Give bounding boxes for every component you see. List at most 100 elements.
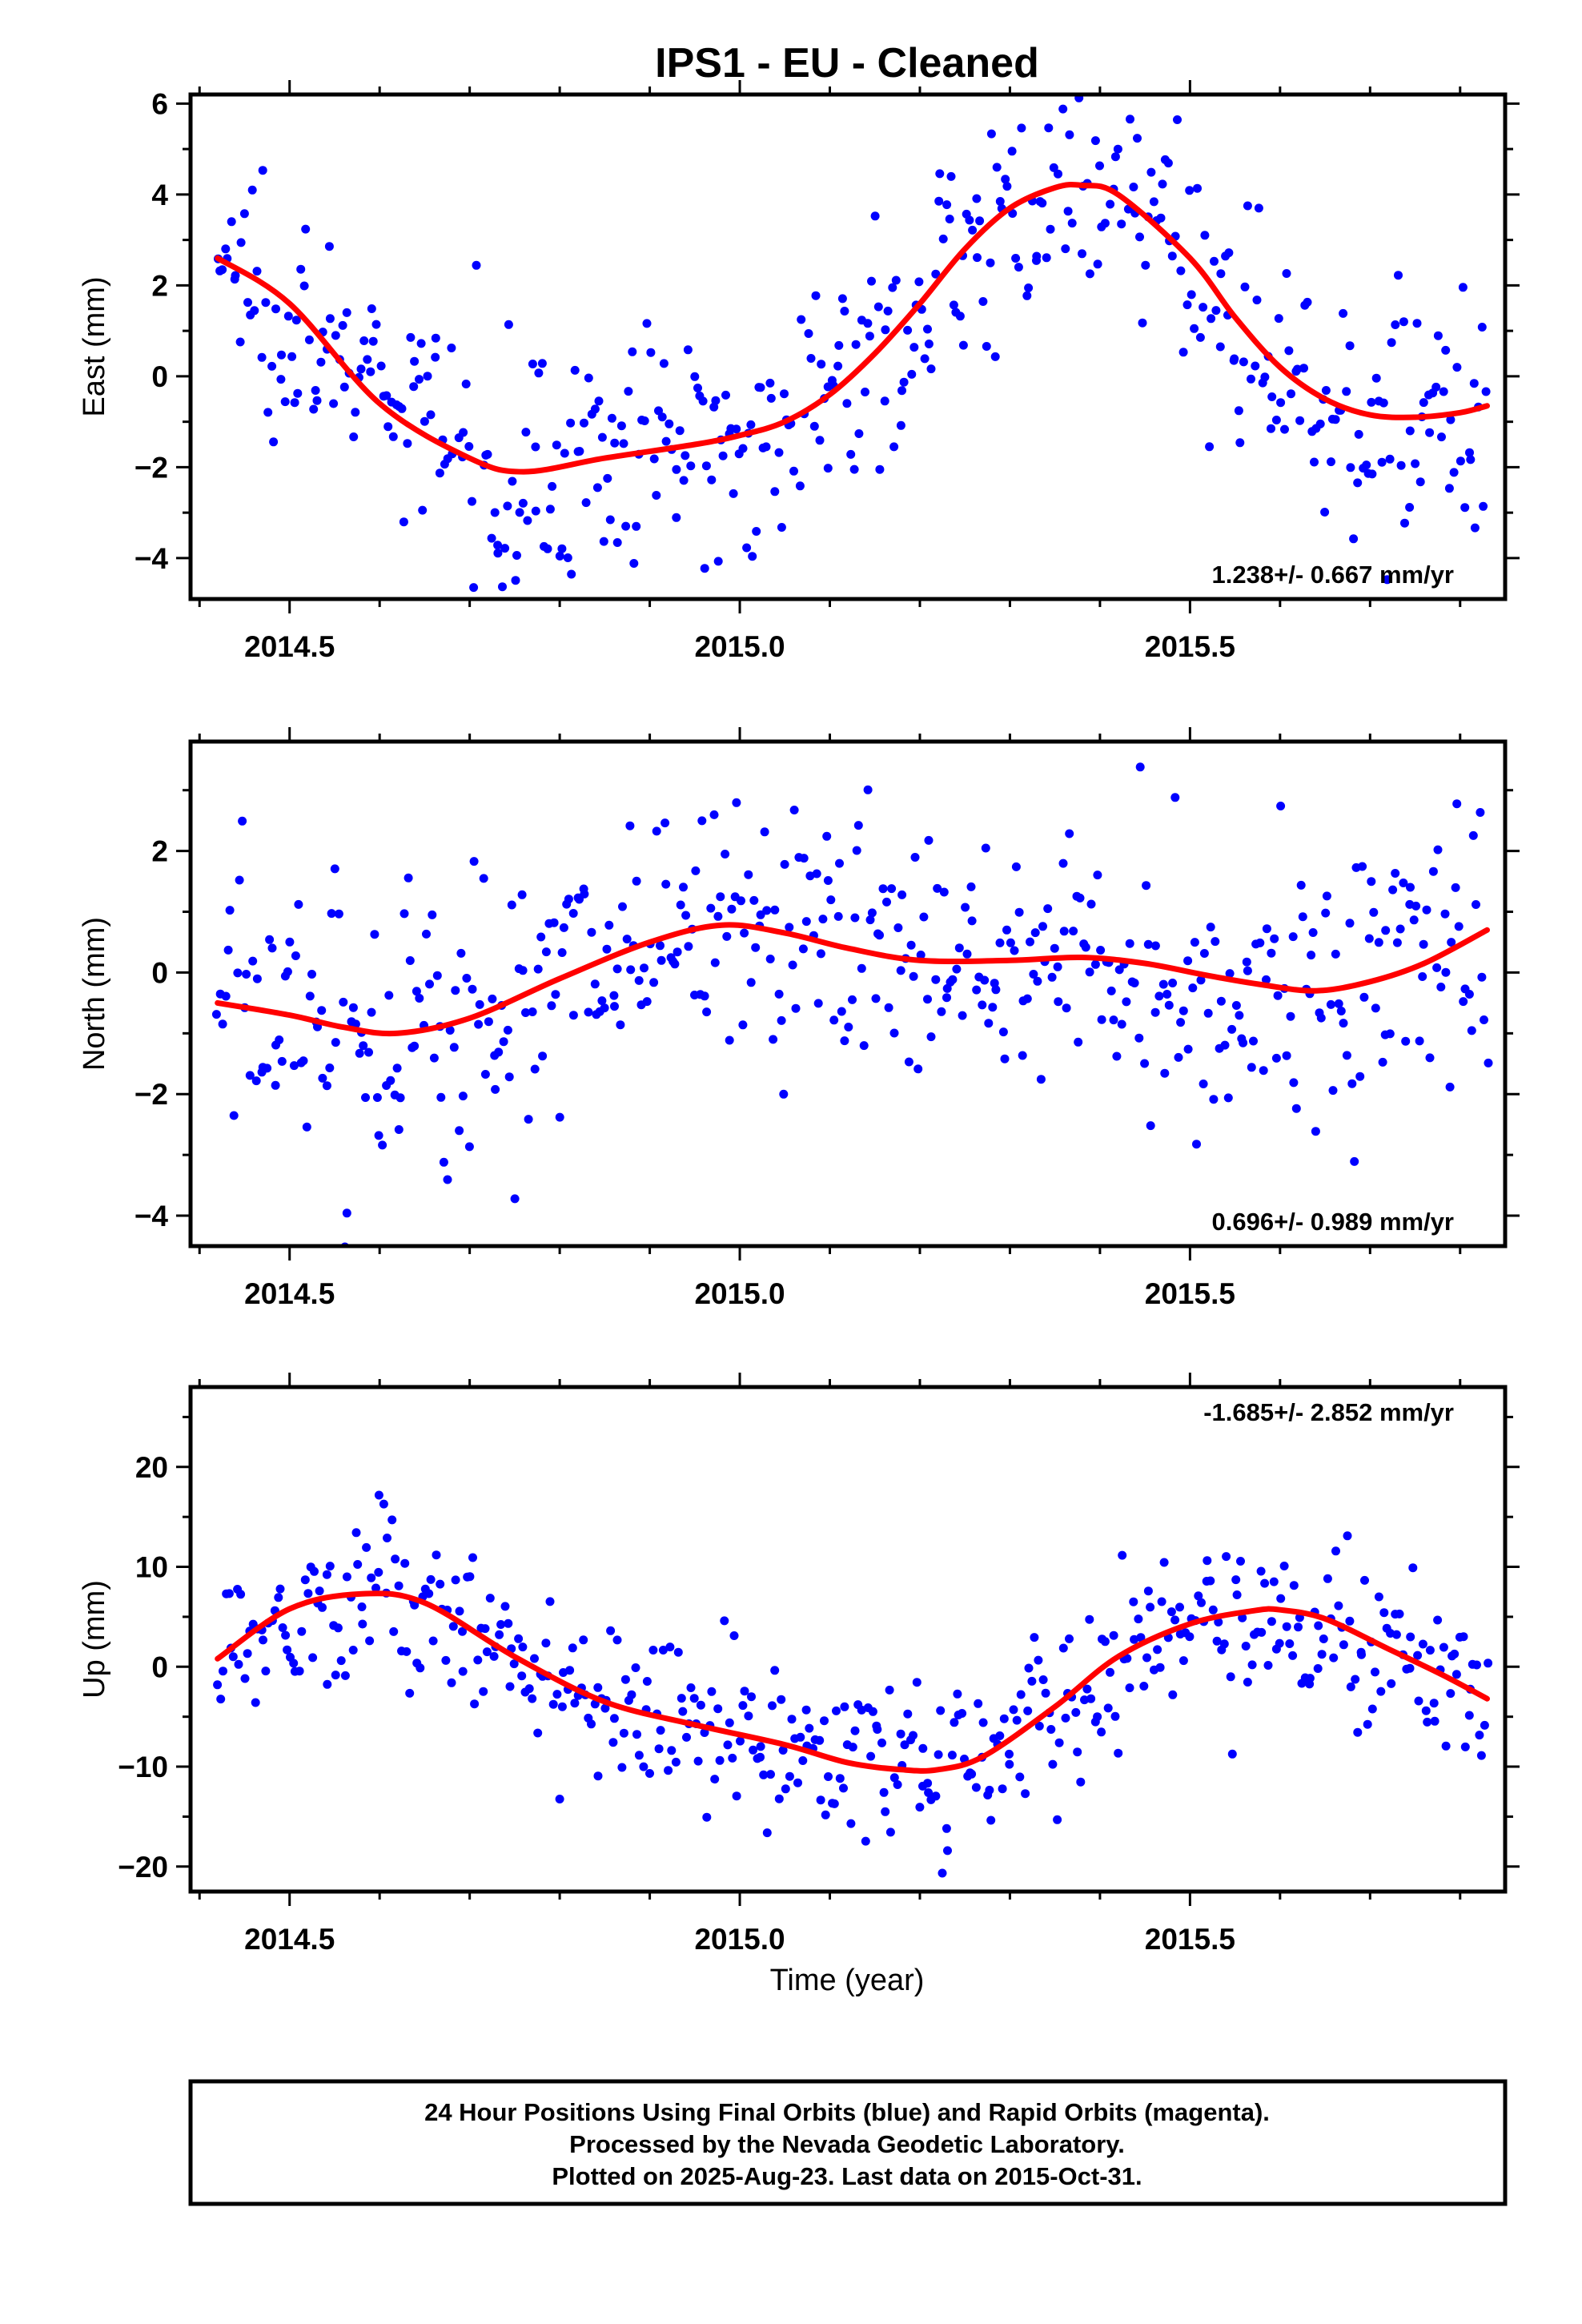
data-point bbox=[594, 396, 604, 406]
data-point bbox=[620, 1675, 630, 1684]
data-point bbox=[548, 481, 557, 491]
data-point bbox=[318, 1602, 327, 1612]
data-point bbox=[422, 929, 431, 939]
data-point bbox=[1190, 938, 1199, 947]
data-point bbox=[566, 418, 576, 428]
data-point bbox=[1158, 979, 1168, 989]
data-point bbox=[1058, 104, 1068, 114]
data-point bbox=[530, 1654, 539, 1663]
data-point bbox=[524, 1115, 533, 1124]
data-point bbox=[464, 442, 474, 451]
data-point bbox=[853, 821, 863, 830]
data-point bbox=[1016, 1690, 1026, 1699]
data-point bbox=[1023, 1706, 1033, 1715]
data-point bbox=[621, 521, 631, 531]
data-point bbox=[517, 1671, 527, 1681]
data-point bbox=[280, 397, 290, 407]
y-tick-label: −10 bbox=[118, 1751, 168, 1783]
data-point bbox=[1170, 1615, 1180, 1625]
data-point bbox=[1022, 291, 1032, 300]
data-point bbox=[1018, 1051, 1027, 1060]
data-point bbox=[617, 1763, 627, 1772]
y-tick-label: −2 bbox=[135, 1078, 168, 1111]
data-point bbox=[1212, 1636, 1222, 1646]
data-point bbox=[1014, 263, 1023, 272]
data-point bbox=[1106, 1667, 1114, 1677]
data-point bbox=[315, 1586, 324, 1596]
data-point bbox=[640, 416, 649, 425]
data-point bbox=[1431, 382, 1441, 392]
data-point bbox=[599, 537, 608, 546]
data-point bbox=[235, 337, 245, 347]
data-point bbox=[867, 908, 877, 918]
data-point bbox=[420, 416, 429, 426]
data-point bbox=[1441, 967, 1451, 977]
data-point bbox=[448, 1622, 458, 1631]
data-point bbox=[1399, 317, 1408, 327]
data-point bbox=[1383, 575, 1392, 585]
data-point bbox=[1168, 1690, 1178, 1699]
data-point bbox=[1418, 1639, 1427, 1649]
data-point bbox=[657, 412, 667, 422]
data-point bbox=[785, 923, 794, 932]
data-point bbox=[1280, 424, 1289, 434]
data-point bbox=[1153, 1645, 1162, 1655]
data-point bbox=[1157, 1597, 1166, 1606]
data-point bbox=[1450, 1649, 1460, 1659]
data-point bbox=[1391, 869, 1400, 878]
data-point bbox=[744, 1711, 753, 1721]
y-tick-label: 0 bbox=[151, 1651, 168, 1683]
data-point bbox=[1247, 1660, 1257, 1670]
data-point bbox=[769, 1035, 778, 1044]
data-point bbox=[1329, 1653, 1339, 1663]
data-point bbox=[257, 352, 267, 362]
data-point bbox=[367, 1007, 376, 1017]
data-point bbox=[600, 1003, 609, 1013]
data-point bbox=[1065, 829, 1074, 838]
data-point bbox=[1362, 460, 1371, 470]
data-point bbox=[1054, 1738, 1064, 1747]
data-point bbox=[219, 1667, 227, 1676]
data-point bbox=[1339, 1019, 1348, 1028]
data-point bbox=[1005, 1759, 1014, 1769]
data-point bbox=[1071, 1707, 1081, 1717]
data-point bbox=[656, 1726, 665, 1735]
data-point bbox=[1331, 415, 1340, 424]
data-point bbox=[233, 968, 243, 978]
data-point bbox=[716, 892, 725, 902]
data-point bbox=[815, 1735, 825, 1745]
data-point bbox=[225, 906, 235, 915]
data-point bbox=[580, 418, 588, 428]
data-point bbox=[480, 1070, 490, 1079]
data-point bbox=[1086, 1694, 1096, 1703]
data-point bbox=[900, 1740, 909, 1750]
data-point bbox=[823, 464, 833, 473]
data-point bbox=[1313, 1664, 1323, 1673]
data-point bbox=[675, 426, 685, 436]
data-point bbox=[850, 1726, 860, 1735]
data-point bbox=[499, 1037, 508, 1047]
data-point bbox=[1150, 941, 1160, 951]
data-point bbox=[1433, 845, 1443, 854]
data-point bbox=[1446, 415, 1456, 424]
data-point bbox=[1339, 1640, 1348, 1650]
data-point bbox=[1464, 990, 1474, 999]
data-point bbox=[531, 442, 540, 452]
data-point bbox=[1412, 319, 1422, 328]
data-point bbox=[1320, 508, 1330, 517]
data-point bbox=[240, 1674, 250, 1683]
data-point bbox=[1130, 1634, 1139, 1644]
data-point bbox=[752, 527, 761, 536]
data-point bbox=[456, 948, 466, 958]
data-point bbox=[1085, 269, 1094, 279]
data-point bbox=[359, 336, 369, 345]
data-point bbox=[981, 843, 990, 853]
data-point bbox=[880, 396, 889, 406]
data-point bbox=[835, 858, 844, 868]
data-point bbox=[441, 1655, 451, 1665]
data-point bbox=[834, 340, 844, 350]
x-tick-label: 2015.5 bbox=[1145, 630, 1235, 663]
data-point bbox=[934, 196, 944, 206]
data-point bbox=[696, 1700, 705, 1710]
data-point bbox=[821, 1810, 830, 1819]
